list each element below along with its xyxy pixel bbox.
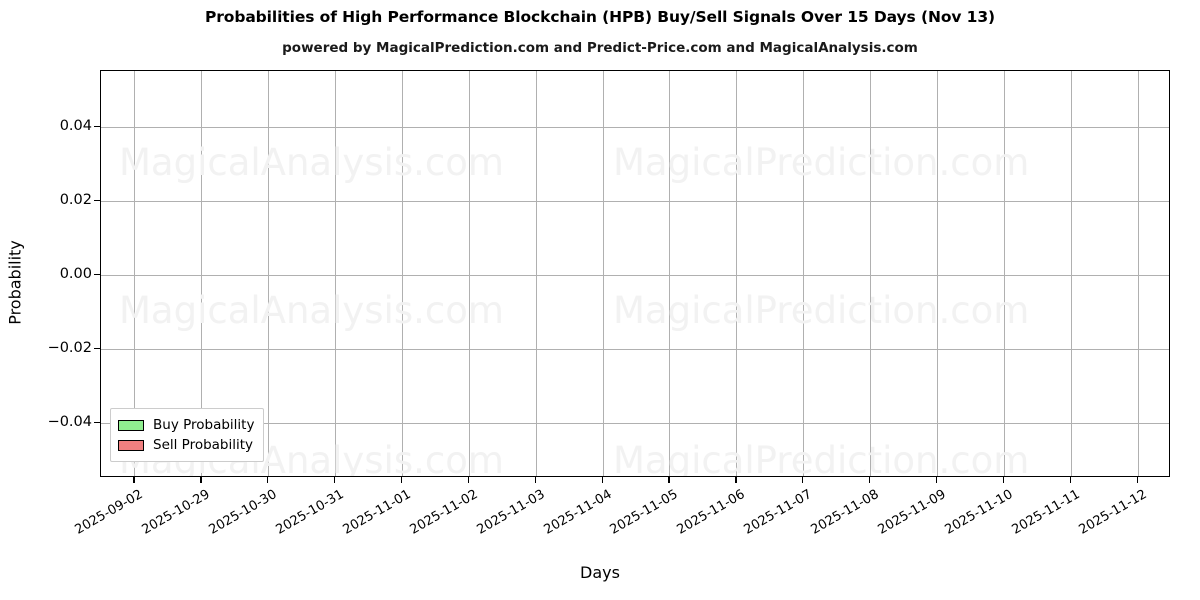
legend-swatch-sell	[118, 439, 144, 451]
x-tick-mark	[1069, 477, 1071, 483]
watermark-text: MagicalAnalysis.com	[119, 141, 504, 184]
gridline-vertical	[134, 71, 136, 476]
gridline-vertical	[535, 71, 537, 476]
chart-title: Probabilities of High Performance Blockc…	[204, 8, 996, 26]
gridline-vertical	[602, 71, 604, 476]
x-tick-mark	[935, 477, 938, 483]
x-tick-mark	[601, 477, 603, 483]
legend-label-sell: Sell Probability	[153, 437, 254, 453]
legend-label-buy: Buy Probability	[153, 417, 255, 433]
gridline-vertical	[669, 71, 671, 476]
y-tick-label: −0.04	[47, 413, 92, 430]
gridline-horizontal	[101, 126, 1169, 128]
watermark-text: MagicalPrediction.com	[613, 141, 1030, 184]
gridline-vertical	[870, 71, 872, 476]
gridline-vertical	[1137, 71, 1139, 476]
chart-subtitle: powered by MagicalPrediction.com and Pre…	[282, 40, 918, 56]
gridline-vertical	[1070, 71, 1072, 476]
y-tick-mark	[94, 125, 100, 127]
watermark-text: MagicalAnalysis.com	[119, 289, 504, 332]
x-tick-mark	[200, 477, 202, 483]
gridline-horizontal	[101, 274, 1169, 276]
gridline-horizontal	[101, 348, 1169, 350]
x-tick-mark	[1002, 477, 1005, 483]
gridline-vertical	[468, 71, 470, 476]
y-tick-mark	[94, 199, 100, 201]
x-tick-mark	[334, 477, 336, 483]
x-tick-mark	[133, 477, 135, 483]
y-tick-label: 0.02	[59, 191, 92, 208]
chart-legend: Buy Probability Sell Probability	[110, 408, 265, 462]
plot-area: MagicalAnalysis.com MagicalPrediction.com…	[100, 70, 1170, 477]
y-tick-mark	[94, 273, 100, 275]
x-tick-mark	[668, 477, 670, 483]
watermark-text: MagicalPrediction.com	[613, 289, 1030, 332]
x-tick-mark	[869, 477, 871, 483]
gridline-vertical	[201, 71, 203, 476]
x-axis-label: Days	[580, 563, 620, 582]
legend-swatch-buy	[118, 419, 144, 431]
gridline-vertical	[401, 71, 403, 476]
x-tick-mark	[802, 477, 804, 483]
gridline-vertical	[335, 71, 337, 476]
y-tick-mark	[94, 347, 100, 349]
gridline-vertical	[1003, 71, 1005, 476]
y-tick-label: −0.02	[47, 339, 92, 356]
gridline-horizontal	[101, 422, 1169, 424]
gridline-horizontal	[101, 200, 1169, 202]
gridline-vertical	[936, 71, 938, 476]
y-axis-label: Probability	[5, 240, 25, 325]
x-tick-mark	[534, 477, 536, 483]
x-tick-mark	[735, 477, 737, 483]
legend-item-buy[interactable]: Buy Probability	[118, 415, 254, 435]
gridline-vertical	[803, 71, 805, 476]
y-tick-label: 0.04	[59, 117, 92, 134]
x-tick-mark	[467, 477, 470, 483]
gridline-vertical	[736, 71, 738, 476]
y-tick-mark	[94, 421, 100, 423]
x-tick-mark	[1136, 477, 1138, 483]
x-tick-mark	[267, 477, 269, 483]
x-tick-mark	[400, 477, 403, 483]
watermark-text: MagicalPrediction.com	[613, 439, 1030, 477]
legend-item-sell[interactable]: Sell Probability	[118, 435, 254, 455]
gridline-vertical	[268, 71, 270, 476]
y-tick-label: 0.00	[59, 265, 92, 282]
